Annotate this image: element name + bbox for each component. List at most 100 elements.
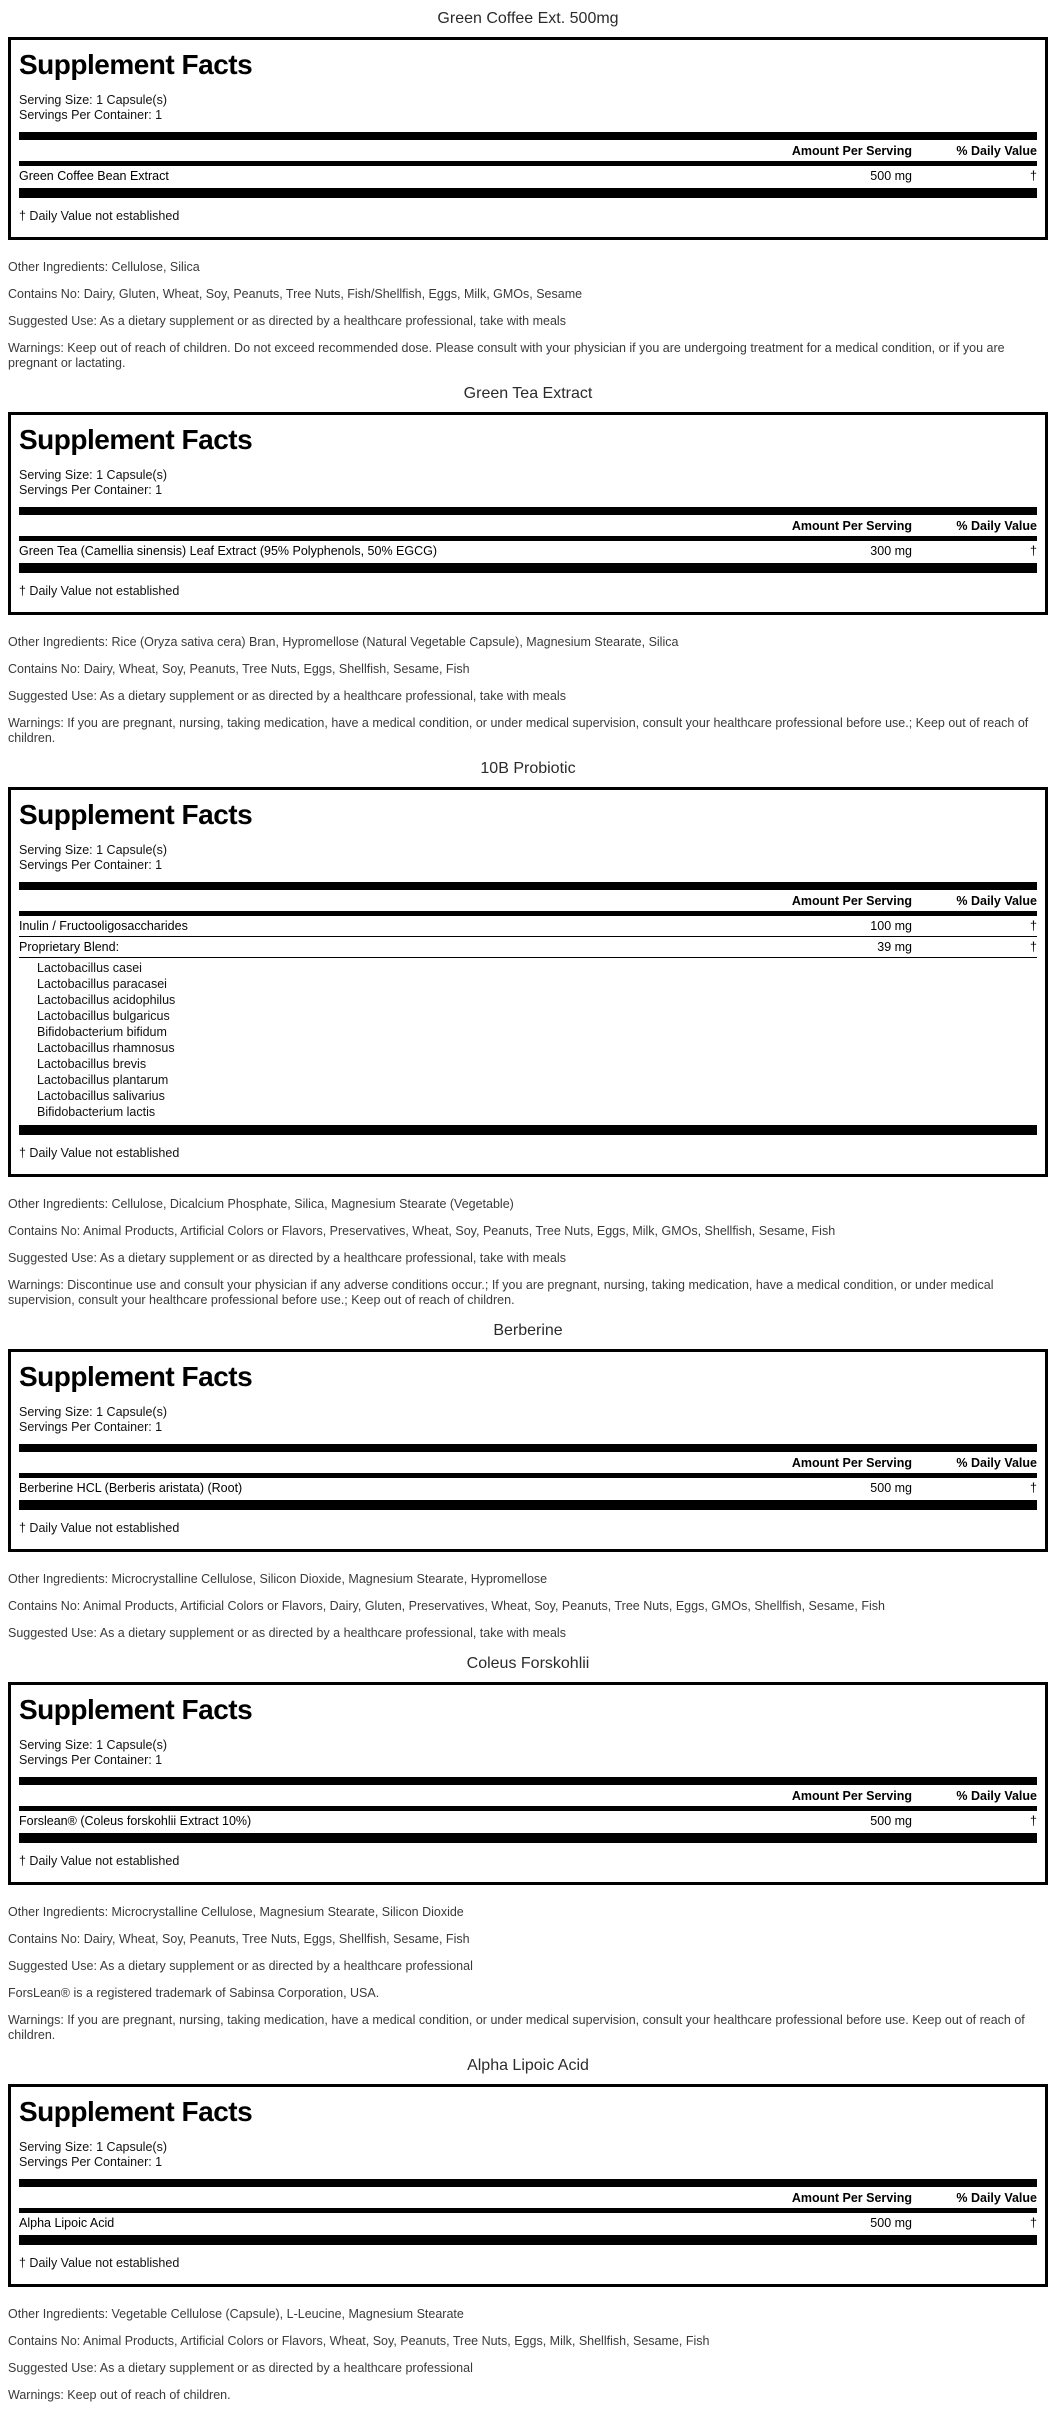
divider-bar-thick [19,507,1037,515]
divider-bar-mid [19,1806,1037,1811]
info-paragraph: Warnings: Keep out of reach of children.… [8,341,1005,370]
supplement-section: Coleus Forskohlii Supplement Facts Servi… [0,1655,1056,2043]
ingredient-rows: Green Tea (Camellia sinensis) Leaf Extra… [19,541,1037,561]
daily-value-header: % Daily Value [956,1789,1037,1803]
ingredient-amount: 100 mg [870,919,912,933]
supplement-facts-box: Supplement Facts Serving Size: 1 Capsule… [8,1682,1048,1885]
blend-component: Lactobacillus bulgaricus [37,1009,170,1023]
divider-bar-mid [19,911,1037,916]
daily-value-footnote: † Daily Value not established [19,1146,180,1160]
sections-root: Green Coffee Ext. 500mg Supplement Facts… [0,10,1056,2403]
amount-per-serving-header: Amount Per Serving [791,1789,912,1803]
section-paragraphs: Other Ingredients: Microcrystalline Cell… [8,1905,1048,2043]
info-paragraph: Suggested Use: As a dietary supplement o… [8,2361,473,2375]
ingredient-daily-value: † [1030,1481,1037,1495]
ingredient-name: Proprietary Blend: [19,940,120,954]
divider-bar-thick [19,882,1037,890]
daily-value-header: % Daily Value [956,144,1037,158]
divider-bar-close [19,1125,1037,1135]
servings-per-container: Servings Per Container: 1 [19,483,163,497]
supplement-section: Green Coffee Ext. 500mg Supplement Facts… [0,10,1056,371]
divider-bar-mid [19,161,1037,166]
section-title: Green Tea Extract [463,385,593,402]
section-paragraphs: Other Ingredients: Cellulose, Silica Cont… [8,260,1048,371]
facts-heading: Supplement Facts [19,2096,253,2127]
serving-size: Serving Size: 1 Capsule(s) [19,843,167,857]
info-paragraph: Contains No: Dairy, Wheat, Soy, Peanuts,… [8,662,470,676]
facts-heading: Supplement Facts [19,799,253,830]
info-paragraph: Warnings: Discontinue use and consult yo… [8,1278,994,1307]
ingredient-row-main: Green Tea (Camellia sinensis) Leaf Extra… [19,541,1037,561]
info-paragraph: Contains No: Dairy, Wheat, Soy, Peanuts,… [8,1932,470,1946]
info-paragraph: Other Ingredients: Vegetable Cellulose (… [8,2307,464,2321]
divider-bar-thick [19,1777,1037,1785]
ingredient-row: Green Tea (Camellia sinensis) Leaf Extra… [19,541,1037,561]
divider-bar-close [19,563,1037,573]
blend-component: Bifidobacterium lactis [37,1105,156,1119]
supplement-facts-box: Supplement Facts Serving Size: 1 Capsule… [8,37,1048,240]
facts-heading: Supplement Facts [19,49,253,80]
daily-value-footnote: † Daily Value not established [19,2256,180,2270]
ingredient-amount: 500 mg [870,1814,912,1828]
info-paragraph: Contains No: Animal Products, Artificial… [8,2334,710,2348]
facts-header-row: Amount Per Serving % Daily Value [19,140,1037,161]
servings-per-container: Servings Per Container: 1 [19,1753,163,1767]
servings-per-container: Servings Per Container: 1 [19,1420,163,1434]
ingredient-rows: Alpha Lipoic Acid 500 mg † [19,2213,1037,2233]
ingredient-amount: 500 mg [870,1481,912,1495]
info-paragraph: Contains No: Animal Products, Artificial… [8,1599,885,1613]
ingredient-row-main: Alpha Lipoic Acid 500 mg † [19,2213,1037,2233]
ingredient-daily-value: † [1030,544,1037,558]
section-paragraphs: Other Ingredients: Microcrystalline Cell… [8,1572,1048,1641]
blend-component: Lactobacillus casei [37,961,142,975]
divider-bar-mid [19,536,1037,541]
ingredient-name: Forslean® (Coleus forskohlii Extract 10%… [19,1814,252,1828]
ingredient-row: Berberine HCL (Berberis aristata) (Root)… [19,1478,1037,1498]
serving-size: Serving Size: 1 Capsule(s) [19,1738,167,1752]
ingredient-rows: Green Coffee Bean Extract 500 mg † [19,166,1037,186]
info-paragraph: Suggested Use: As a dietary supplement o… [8,1251,566,1265]
ingredient-row-main: Forslean® (Coleus forskohlii Extract 10%… [19,1811,1037,1831]
facts-header-row: Amount Per Serving % Daily Value [19,515,1037,536]
blend-component: Lactobacillus plantarum [37,1073,169,1087]
facts-heading: Supplement Facts [19,1361,253,1392]
divider-bar-thick [19,132,1037,140]
ingredient-amount: 300 mg [870,544,912,558]
daily-value-header: % Daily Value [956,2191,1037,2205]
ingredient-name: Inulin / Fructooligosaccharides [19,919,188,933]
section-paragraphs: Other Ingredients: Vegetable Cellulose (… [8,2307,1048,2403]
ingredient-amount: 39 mg [877,940,912,954]
info-paragraph: Other Ingredients: Rice (Oryza sativa ce… [8,635,679,649]
ingredient-row-main: Berberine HCL (Berberis aristata) (Root)… [19,1478,1037,1498]
facts-heading: Supplement Facts [19,424,253,455]
blend-component: Lactobacillus brevis [37,1057,147,1071]
info-paragraph: Warnings: If you are pregnant, nursing, … [8,716,1029,745]
amount-per-serving-header: Amount Per Serving [791,894,912,908]
blend-components-list: Lactobacillus casei Lactobacillus paracas… [19,958,1037,1123]
ingredient-name: Berberine HCL (Berberis aristata) (Root) [19,1481,243,1495]
servings-per-container: Servings Per Container: 1 [19,2155,163,2169]
supplement-section: 10B Probiotic Supplement Facts Serving S… [0,760,1056,1308]
ingredient-row-main: Green Coffee Bean Extract 500 mg † [19,166,1037,186]
divider-bar-close [19,2235,1037,2245]
ingredient-daily-value: † [1030,940,1037,954]
divider-bar-close [19,1500,1037,1510]
supplement-facts-box: Supplement Facts Serving Size: 1 Capsule… [8,1349,1048,1552]
ingredient-daily-value: † [1030,919,1037,933]
servings-per-container: Servings Per Container: 1 [19,108,163,122]
section-paragraphs: Other Ingredients: Cellulose, Dicalcium … [8,1197,1048,1308]
daily-value-header: % Daily Value [956,1456,1037,1470]
amount-per-serving-header: Amount Per Serving [791,144,912,158]
ingredient-row: Forslean® (Coleus forskohlii Extract 10%… [19,1811,1037,1831]
supplement-section: Green Tea Extract Supplement Facts Servi… [0,385,1056,746]
ingredient-name: Green Coffee Bean Extract [19,169,169,183]
info-paragraph: Other Ingredients: Microcrystalline Cell… [8,1905,464,1919]
divider-bar-mid [19,1473,1037,1478]
daily-value-footnote: † Daily Value not established [19,584,180,598]
daily-value-header: % Daily Value [956,894,1037,908]
ingredient-row-main: Proprietary Blend: 39 mg † [19,937,1037,958]
facts-header-row: Amount Per Serving % Daily Value [19,2187,1037,2208]
info-paragraph: Other Ingredients: Microcrystalline Cell… [8,1572,548,1586]
ingredient-daily-value: † [1030,1814,1037,1828]
info-paragraph: Suggested Use: As a dietary supplement o… [8,689,566,703]
